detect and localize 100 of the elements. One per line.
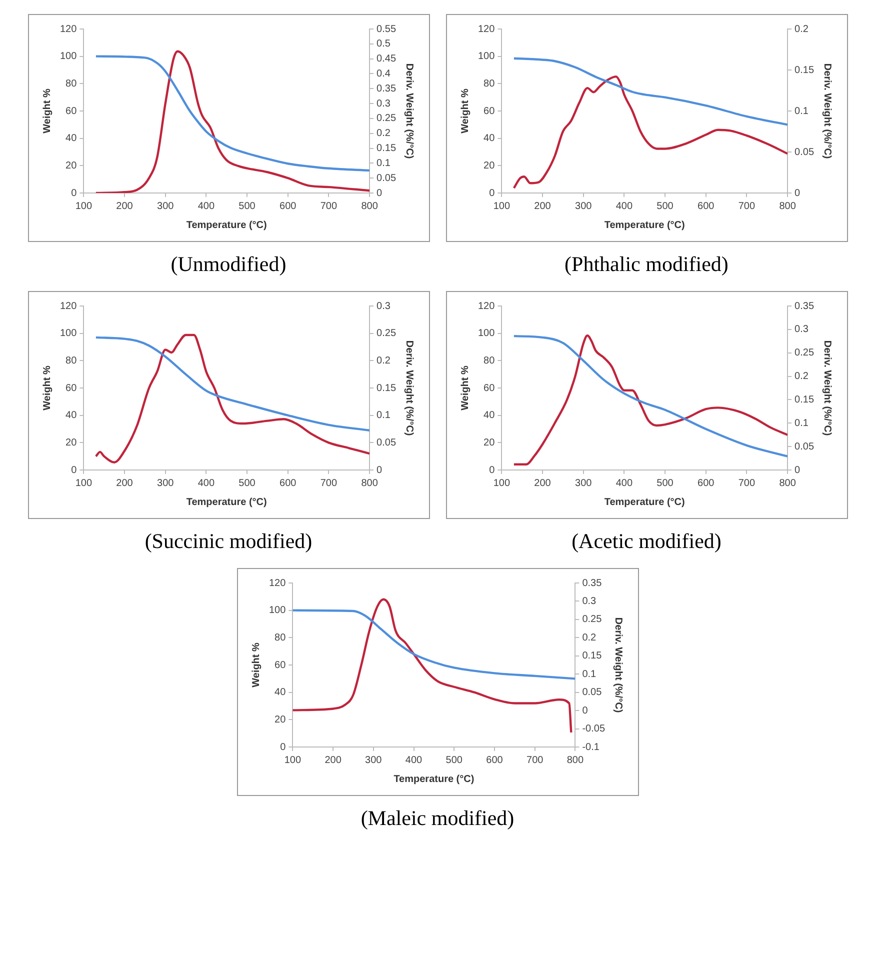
y-tick-label: 0	[70, 464, 77, 476]
y2-axis-title: Deriv. Weight (%/°C)	[402, 63, 414, 159]
y-tick-label: 100	[59, 328, 77, 340]
x-tick-label: 500	[238, 200, 256, 212]
y-tick-label: 60	[483, 382, 495, 394]
y-tick-label: 20	[274, 714, 286, 726]
x-tick-label: 200	[116, 200, 133, 212]
y2-tick-label: 0	[794, 188, 800, 199]
x-tick-label: 200	[534, 478, 551, 489]
y-tick-label: 120	[59, 24, 77, 35]
y2-tick-label: 0.25	[794, 348, 814, 359]
x-tick-label: 400	[197, 200, 214, 212]
y-tick-label: 60	[274, 660, 286, 671]
x-tick-label: 700	[526, 754, 544, 766]
y2-tick-label: 0.15	[582, 650, 602, 662]
y-tick-label: 100	[477, 328, 495, 340]
y2-tick-label: 0.25	[376, 113, 396, 124]
x-tick-label: 800	[566, 754, 584, 766]
line-series	[94, 50, 370, 193]
text: (Acetic modified)	[570, 529, 722, 554]
y2-tick-label: 0	[376, 188, 382, 199]
y-tick-label: 80	[483, 78, 495, 90]
y-tick-label: 40	[65, 133, 77, 144]
y2-tick-label: 0.15	[794, 64, 814, 76]
x-tick-label: 200	[324, 754, 342, 766]
y-tick-label: 60	[65, 106, 77, 117]
x-tick-label: 600	[279, 478, 296, 489]
y2-tick-label: 0.35	[794, 300, 814, 312]
y-tick-label: 20	[65, 160, 77, 172]
y-tick-label: 80	[274, 632, 286, 644]
y-tick-label: 20	[483, 160, 495, 172]
x-tick-label: 100	[284, 754, 301, 766]
y-tick-label: 0	[70, 188, 77, 199]
x-tick-label: 800	[360, 200, 378, 212]
text: (Succinic modified)	[144, 529, 314, 554]
x-tick-label: 600	[697, 478, 714, 489]
y-tick-label: 100	[59, 51, 77, 62]
x-tick-label: 400	[197, 478, 214, 489]
y2-tick-label: 0.1	[376, 158, 390, 169]
y2-tick-label: 0.3	[376, 300, 390, 312]
y-tick-label: 40	[274, 687, 286, 698]
y2-axis-title: Deriv. Weight (%/°C)	[820, 63, 832, 159]
x-tick-label: 700	[320, 478, 337, 489]
x-tick-label: 700	[738, 478, 755, 489]
y2-tick-label: 0.4	[376, 68, 390, 80]
y2-tick-label: 0.15	[794, 394, 814, 406]
y-tick-label: 0	[280, 742, 286, 753]
y-tick-label: 120	[477, 300, 495, 312]
y2-tick-label: 0.2	[376, 355, 390, 366]
x-tick-label: 600	[279, 200, 296, 212]
text: (Maleic modified)	[360, 806, 516, 831]
y-tick-label: 0	[488, 188, 495, 199]
text: (Unmodified)	[170, 252, 288, 277]
y-tick-label: 80	[483, 355, 495, 366]
y-tick-label: 80	[65, 355, 77, 366]
y2-tick-label: 0.05	[794, 441, 814, 452]
y-tick-label: 40	[483, 133, 495, 144]
line-series	[94, 334, 370, 464]
y2-axis-title: Deriv. Weight (%/°C)	[820, 340, 832, 436]
line-series	[512, 75, 788, 190]
y2-tick-label: 0.1	[376, 410, 390, 422]
y-tick-label: 40	[483, 410, 495, 422]
x-axis-title: Temperature (°C)	[186, 220, 266, 231]
x-tick-label: 200	[534, 200, 551, 212]
y2-tick-label: 0.2	[582, 632, 596, 644]
x-axis-title: Temperature (°C)	[604, 220, 684, 231]
y2-tick-label: 0	[582, 705, 588, 716]
y-tick-label: 100	[477, 51, 495, 62]
x-tick-label: 300	[156, 478, 174, 489]
x-axis-title: Temperature (°C)	[604, 496, 684, 508]
x-tick-label: 500	[656, 478, 674, 489]
y2-tick-label: 0.5	[376, 38, 390, 50]
x-axis-title: Temperature (°C)	[393, 774, 474, 785]
y2-tick-label: 0.05	[376, 437, 396, 448]
y-axis-title: Weight %	[459, 365, 470, 410]
y2-tick-label: 0.05	[582, 687, 602, 698]
y2-tick-label: 0.05	[376, 172, 396, 184]
y2-tick-label: -0.05	[582, 724, 605, 735]
y-tick-label: 100	[268, 605, 286, 616]
line-series	[292, 609, 575, 680]
y-tick-label: 60	[483, 106, 495, 117]
y2-tick-label: 0.55	[376, 24, 396, 35]
y2-tick-label: 0.05	[794, 146, 814, 158]
x-tick-label: 700	[320, 200, 337, 212]
y-tick-label: 120	[59, 300, 77, 312]
x-tick-label: 300	[156, 200, 174, 212]
x-tick-label: 700	[738, 200, 755, 212]
y2-tick-label: 0.1	[794, 106, 808, 117]
y2-tick-label: 0.2	[794, 371, 808, 382]
y-tick-label: 20	[65, 437, 77, 448]
y2-tick-label: -0.1	[582, 742, 600, 753]
line-series	[94, 336, 370, 432]
line-series	[292, 598, 572, 734]
x-tick-label: 500	[445, 754, 462, 766]
y-tick-label: 60	[65, 382, 77, 394]
y2-tick-label: 0.2	[794, 24, 808, 35]
y2-tick-label: 0	[376, 464, 382, 476]
y-tick-label: 40	[65, 410, 77, 422]
y2-tick-label: 0.25	[376, 328, 396, 340]
y-tick-label: 20	[483, 437, 495, 448]
